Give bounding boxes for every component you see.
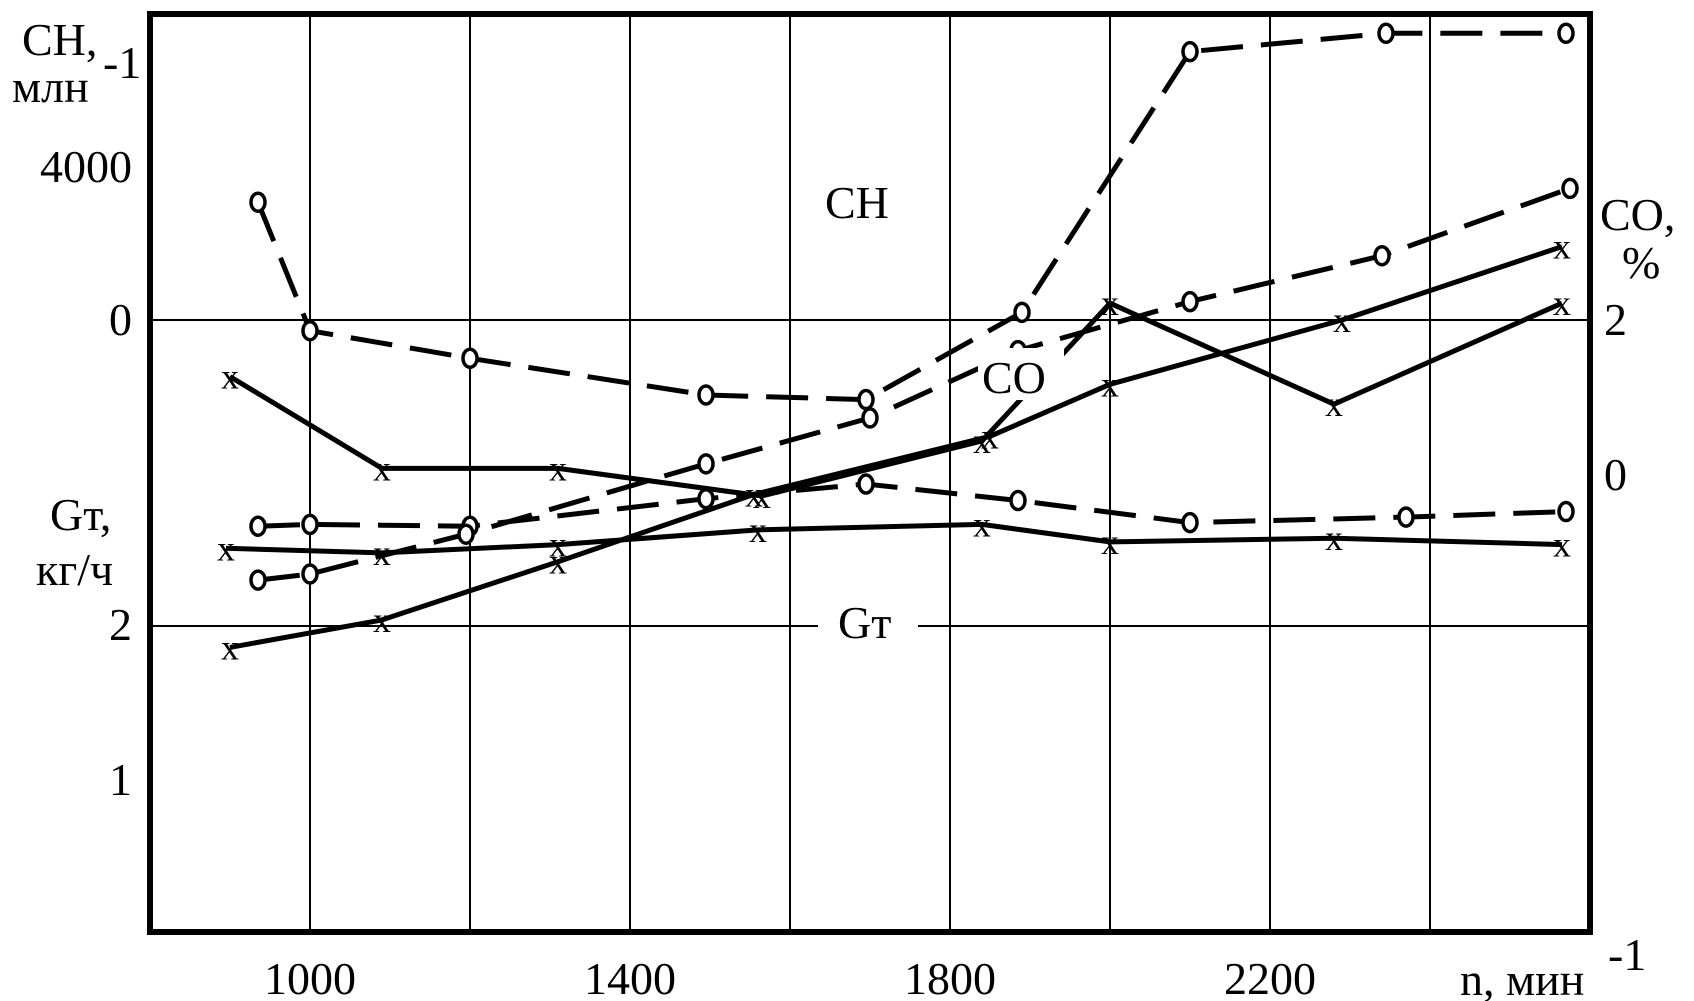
gt-point-circle bbox=[861, 407, 879, 429]
y-tick-ch-4000: 4000 bbox=[40, 141, 132, 192]
ch-point-cross: х bbox=[1553, 283, 1571, 323]
ch-point-cross: х bbox=[753, 476, 771, 516]
gt-point-circle bbox=[301, 563, 319, 585]
co-point-circle bbox=[301, 513, 319, 536]
plot-frame bbox=[147, 11, 1593, 935]
co-curve-label: CO bbox=[982, 352, 1046, 403]
ch-point-circle bbox=[857, 388, 875, 411]
co-point-circle bbox=[1009, 489, 1027, 512]
co-point-circle bbox=[1557, 500, 1575, 523]
co-axis-title: CO, bbox=[1600, 189, 1675, 240]
y-tick-ch-0: 0 bbox=[109, 294, 132, 345]
co-point-circle bbox=[249, 515, 267, 537]
ch-label-bg bbox=[818, 172, 912, 224]
co-point-circle bbox=[1397, 506, 1415, 528]
ch-point-cross: х bbox=[221, 357, 239, 397]
gt-curve-label: Gт bbox=[838, 597, 891, 648]
gt-axis-title: Gт, bbox=[50, 489, 111, 540]
gt-point-cross: х bbox=[1333, 300, 1351, 340]
ch-axis-title: CH, bbox=[22, 14, 97, 65]
ch-point-cross: х bbox=[1101, 283, 1119, 323]
gt-point-cross: х bbox=[981, 416, 999, 456]
gt-series-solid-line bbox=[229, 244, 1563, 650]
x-tick-1800: 1800 bbox=[904, 953, 996, 1001]
gt-point-circle bbox=[1373, 244, 1391, 267]
ch-point-circle bbox=[697, 384, 715, 406]
gt-point-cross: х bbox=[1101, 364, 1119, 404]
x-tick-1000: 1000 bbox=[264, 953, 356, 1001]
x-tick-1400: 1400 bbox=[584, 953, 676, 1001]
co-series-dashed-line bbox=[257, 481, 1567, 529]
ch-series-solid-line bbox=[228, 300, 1564, 499]
co-point-cross: х bbox=[373, 533, 391, 573]
series-layer bbox=[225, 30, 1571, 650]
ch-point-circle bbox=[249, 191, 267, 213]
co-point-cross: х bbox=[549, 525, 567, 565]
ch-point-cross: х bbox=[973, 421, 991, 461]
ch-curve-label: CH bbox=[825, 177, 889, 228]
co-point-cross: х bbox=[1553, 525, 1571, 565]
x-axis-title: n, мин bbox=[1460, 954, 1584, 1001]
gt-point-circle bbox=[1561, 177, 1579, 200]
co-point-circle bbox=[697, 487, 715, 510]
gt-label-bg bbox=[818, 595, 918, 649]
y-tick-gt-2: 2 bbox=[109, 599, 132, 650]
gt-point-cross: х bbox=[373, 600, 391, 640]
ch-point-circle bbox=[461, 347, 479, 369]
co-point-cross: х bbox=[749, 510, 767, 550]
ch-point-circle bbox=[1377, 22, 1395, 45]
co-series-solid-line bbox=[225, 521, 1563, 556]
gt-point-circle bbox=[697, 453, 715, 475]
ch-point-circle bbox=[301, 319, 319, 342]
ch-point-cross: х bbox=[1325, 384, 1343, 424]
x-axis-title-exp: -1 bbox=[1608, 929, 1646, 980]
co-point-cross: х bbox=[1325, 518, 1343, 558]
ch-axis-unit: млн bbox=[12, 61, 89, 112]
ch-point-cross: х bbox=[373, 448, 391, 488]
co-axis-unit: % bbox=[1622, 237, 1660, 288]
gt-point-cross: х bbox=[221, 627, 239, 667]
y-tick-co-0: 0 bbox=[1604, 449, 1627, 500]
ch-axis-unit-exp: -1 bbox=[103, 37, 141, 88]
gt-axis-unit: кг/ч bbox=[36, 544, 113, 595]
co-point-circle bbox=[857, 473, 875, 495]
co-point-cross: х bbox=[973, 504, 991, 544]
co-point-circle bbox=[1181, 511, 1199, 534]
y-tick-gt-1: 1 bbox=[109, 754, 132, 805]
gt-point-cross: х bbox=[549, 542, 567, 582]
ch-point-circle bbox=[1013, 301, 1031, 324]
y-tick-co-2: 2 bbox=[1604, 294, 1627, 345]
gt-point-circle bbox=[249, 569, 267, 591]
x-tick-2200: 2200 bbox=[1224, 953, 1316, 1001]
gt-point-circle bbox=[1181, 290, 1199, 313]
co-point-cross: х bbox=[1101, 522, 1119, 562]
co-point-cross: х bbox=[217, 528, 235, 568]
co-label-bg bbox=[978, 348, 1064, 400]
gt-point-cross: х bbox=[745, 474, 763, 514]
gt-point-circle bbox=[457, 523, 475, 545]
ch-point-circle bbox=[1557, 22, 1575, 45]
ch-point-circle bbox=[1181, 40, 1199, 63]
gt-point-cross: х bbox=[1553, 227, 1571, 267]
ch-point-cross: х bbox=[549, 448, 567, 488]
